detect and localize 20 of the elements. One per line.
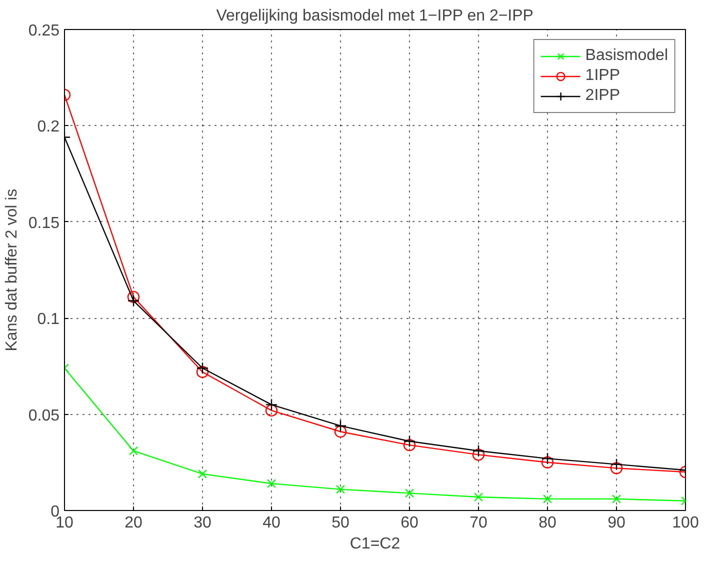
y-tick-label: 0.2 xyxy=(37,118,60,136)
x-tick-label: 60 xyxy=(400,514,418,532)
x-tick-label: 70 xyxy=(470,514,488,532)
y-tick-label: 0.05 xyxy=(28,407,60,424)
x-tick-label: 40 xyxy=(262,514,280,532)
x-tick-label: 100 xyxy=(672,514,699,532)
y-tick-label: 0.1 xyxy=(37,311,60,328)
legend-label: Basismodel xyxy=(585,47,668,65)
x-tick-label: 20 xyxy=(124,514,142,532)
x-tick-label: 30 xyxy=(194,514,212,532)
x-tick-label: 80 xyxy=(538,514,556,532)
x-axis-title: C1=C2 xyxy=(350,536,400,552)
legend-label: 2IPP xyxy=(585,87,620,105)
y-tick-label: 0.25 xyxy=(28,22,60,40)
x-tick-label: 90 xyxy=(608,514,626,532)
y-axis-title: Kans dat buffer 2 vol is xyxy=(3,188,20,352)
y-tick-label: 0.15 xyxy=(28,214,60,232)
legend-label: 1IPP xyxy=(585,67,620,85)
chart-title: Vergelijking basismodel met 1−IPP en 2−IPP xyxy=(216,8,534,24)
x-tick-label: 50 xyxy=(332,514,350,532)
